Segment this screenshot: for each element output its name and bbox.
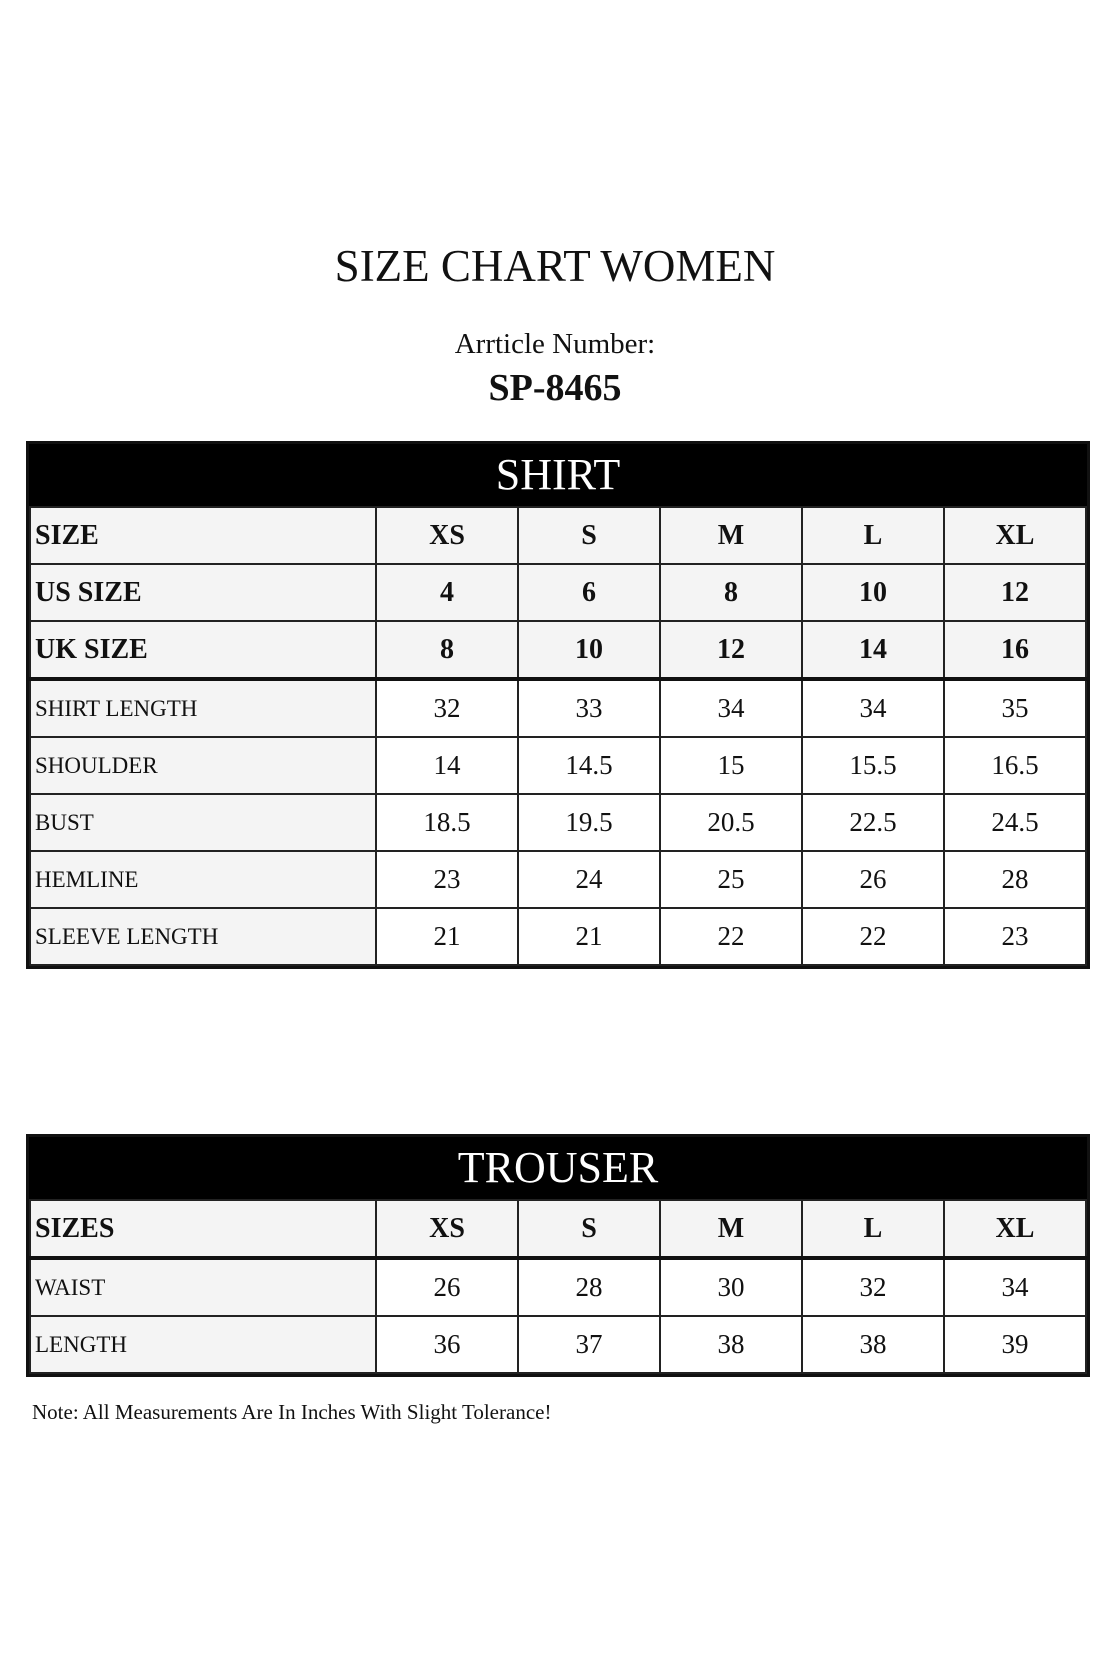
table-cell: 32: [375, 678, 519, 738]
table-cell: 10: [801, 563, 945, 622]
table-cell: XS: [375, 1199, 519, 1260]
row-label: SHIRT LENGTH: [29, 678, 377, 738]
table-cell: 19.5: [517, 793, 661, 852]
table-cell: 34: [801, 678, 945, 738]
table-cell: L: [801, 1199, 945, 1260]
table-cell: 28: [517, 1257, 661, 1317]
table-cell: 35: [943, 678, 1087, 738]
header-row: US SIZE 4 6 8 10 12: [29, 563, 1087, 622]
table-cell: 34: [659, 678, 803, 738]
table-cell: L: [801, 506, 945, 565]
table-cell: 4: [375, 563, 519, 622]
table-row: LENGTH 36 37 38 38 39: [29, 1315, 1087, 1374]
row-label: US SIZE: [29, 563, 377, 622]
table-cell: 38: [659, 1315, 803, 1374]
table-cell: 33: [517, 678, 661, 738]
table-cell: 21: [375, 907, 519, 966]
table-cell: 15.5: [801, 736, 945, 795]
table-cell: 6: [517, 563, 661, 622]
table-cell: 14: [375, 736, 519, 795]
article-number-label: Arrticle Number:: [454, 328, 656, 360]
shirt-size-table: SHIRT SIZE XS S M L XL US SIZE 4 6 8 10 12 UK SIZE 8 1…: [26, 441, 1090, 969]
table-cell: 23: [375, 850, 519, 909]
row-label: WAIST: [29, 1257, 377, 1317]
table-row: BUST 18.5 19.5 20.5 22.5 24.5: [29, 793, 1087, 852]
header-row: SIZES XS S M L XL: [29, 1199, 1087, 1260]
table-row: HEMLINE 23 24 25 26 28: [29, 850, 1087, 909]
table-cell: 22: [659, 907, 803, 966]
table-cell: 25: [659, 850, 803, 909]
table-cell: 18.5: [375, 793, 519, 852]
table-cell: 12: [943, 563, 1087, 622]
table-cell: 22.5: [801, 793, 945, 852]
table-cell: 21: [517, 907, 661, 966]
measurement-note: Note: All Measurements Are In Inches Wit…: [32, 1400, 552, 1424]
table-cell: 26: [801, 850, 945, 909]
table-cell: 10: [517, 620, 661, 681]
table-cell: XS: [375, 506, 519, 565]
table-cell: XL: [943, 1199, 1087, 1260]
table-row: SHOULDER 14 14.5 15 15.5 16.5: [29, 736, 1087, 795]
row-label: SIZE: [29, 506, 377, 565]
table-cell: 34: [943, 1257, 1087, 1317]
row-label: LENGTH: [29, 1315, 377, 1374]
article-number: SP-8465: [488, 367, 622, 409]
table-cell: 37: [517, 1315, 661, 1374]
row-label: SLEEVE LENGTH: [29, 907, 377, 966]
table-cell: 28: [943, 850, 1087, 909]
table-row: SHIRT LENGTH 32 33 34 34 35: [29, 678, 1087, 738]
table-cell: 14.5: [517, 736, 661, 795]
table-cell: 36: [375, 1315, 519, 1374]
table-cell: 22: [801, 907, 945, 966]
trouser-table-heading: TROUSER: [29, 1137, 1087, 1199]
table-cell: 39: [943, 1315, 1087, 1374]
table-cell: 15: [659, 736, 803, 795]
row-label: HEMLINE: [29, 850, 377, 909]
table-row: WAIST 26 28 30 32 34: [29, 1257, 1087, 1317]
header-row: SIZE XS S M L XL: [29, 506, 1087, 565]
row-label: SHOULDER: [29, 736, 377, 795]
table-cell: 24.5: [943, 793, 1087, 852]
row-label: UK SIZE: [29, 620, 377, 681]
table-cell: 38: [801, 1315, 945, 1374]
table-cell: M: [659, 506, 803, 565]
table-cell: 30: [659, 1257, 803, 1317]
table-cell: 24: [517, 850, 661, 909]
table-cell: 32: [801, 1257, 945, 1317]
header-row: UK SIZE 8 10 12 14 16: [29, 620, 1087, 681]
table-cell: 12: [659, 620, 803, 681]
trouser-size-table: TROUSER SIZES XS S M L XL WAIST 26 28 30 32 34 LENGT…: [26, 1134, 1090, 1377]
table-cell: 26: [375, 1257, 519, 1317]
table-cell: M: [659, 1199, 803, 1260]
table-cell: 8: [375, 620, 519, 681]
table-row: SLEEVE LENGTH 21 21 22 22 23: [29, 907, 1087, 966]
table-cell: S: [517, 1199, 661, 1260]
table-cell: 16.5: [943, 736, 1087, 795]
page-title: SIZE CHART WOMEN: [334, 241, 776, 291]
table-cell: S: [517, 506, 661, 565]
shirt-table-heading: SHIRT: [29, 444, 1087, 506]
table-cell: 20.5: [659, 793, 803, 852]
row-label: SIZES: [29, 1199, 377, 1260]
table-cell: 14: [801, 620, 945, 681]
table-cell: XL: [943, 506, 1087, 565]
table-cell: 16: [943, 620, 1087, 681]
row-label: BUST: [29, 793, 377, 852]
table-cell: 23: [943, 907, 1087, 966]
table-cell: 8: [659, 563, 803, 622]
